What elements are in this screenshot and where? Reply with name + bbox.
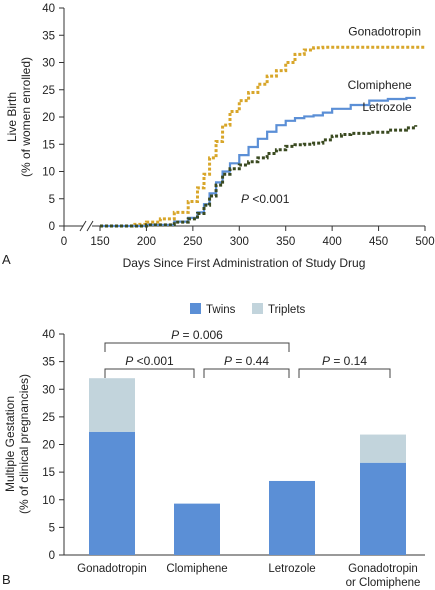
a-y-axis-title-1: Live Birth <box>5 92 19 142</box>
a-y-tick-label: 25 <box>42 85 55 97</box>
b-y-tick-label: 0 <box>49 550 55 562</box>
comparison-bracket <box>298 368 391 378</box>
a-y-tick-label: 20 <box>42 112 55 124</box>
bar-twins-1 <box>174 503 220 555</box>
panel-a-line-chart: 0 5 10 15 20 25 30 35 40 0 150 200 250 300 350 400 450 5… <box>2 3 435 270</box>
a-y-tick-label: 15 <box>42 139 55 151</box>
a-x-tick-label: 200 <box>137 236 156 248</box>
bar-triplets-0 <box>89 378 135 432</box>
panel-b-letter: B <box>2 572 11 587</box>
a-x-tick-label: 150 <box>90 236 109 248</box>
legend-swatch-twins <box>190 303 201 314</box>
b-y-tick-label: 30 <box>42 384 55 396</box>
a-x-axis-title: Days Since First Administration of Study… <box>123 256 366 270</box>
bar-twins-0 <box>89 431 135 555</box>
b-y-tick-label: 35 <box>42 357 55 369</box>
b-y-tick-label: 40 <box>42 329 55 341</box>
series-label-gonadotropin: Gonadotropin <box>348 24 421 38</box>
b-y-axis-title-2: (% of clinical pregnancies) <box>17 374 31 514</box>
legend-swatch-triplets <box>252 303 263 314</box>
panel-a-letter: A <box>2 252 11 267</box>
b-category-label: Letrozole <box>268 563 315 575</box>
a-y-tick-label: 0 <box>49 221 55 233</box>
a-y-tick-label: 40 <box>42 3 55 15</box>
b-y-tick-label: 5 <box>49 522 55 534</box>
a-x-tick-label: 350 <box>276 236 295 248</box>
series-line-letrozole <box>100 125 418 228</box>
b-legend: Twins Triplets <box>190 303 306 316</box>
comparison-p-value: P = 0.14 <box>322 354 367 368</box>
b-y-axis-title-1: Multiple Gestation <box>3 396 17 492</box>
comparison-p-value: P <0.001 <box>125 354 174 368</box>
bar-twins-3 <box>360 462 406 555</box>
a-y-tick-label: 5 <box>49 194 55 206</box>
bar-twins-2 <box>269 480 315 555</box>
legend-label-twins: Twins <box>206 304 236 316</box>
a-y-tick-label: 30 <box>42 58 55 70</box>
axis-break-icon <box>79 220 94 232</box>
b-y-tick-label: 10 <box>42 495 55 507</box>
b-y-tick-label: 15 <box>42 467 55 479</box>
b-category-label: Clomiphene <box>166 563 227 575</box>
b-y-tick-label: 20 <box>42 440 55 452</box>
a-x-tick-label: 400 <box>323 236 342 248</box>
comparison-bracket <box>203 368 290 378</box>
a-x-tick-label: 0 <box>61 236 67 248</box>
panel-b-bar-chart: Twins Triplets P <0.001 P = 0.44 P = 0.14 P … <box>2 303 425 589</box>
a-y-tick-label: 35 <box>42 30 55 42</box>
a-y-axis-title-2: (% of women enrolled) <box>19 57 33 177</box>
bar-triplets-3 <box>360 434 406 463</box>
series-label-letrozole: Letrozole <box>362 100 412 114</box>
b-category-label: Gonadotropin <box>77 563 147 575</box>
b-category-label: Gonadotropin <box>348 563 418 575</box>
a-p-value: P <0.001 <box>241 192 290 206</box>
series-line-gonadotropin <box>100 45 425 228</box>
a-x-tick-label: 300 <box>230 236 249 248</box>
series-label-clomiphene: Clomiphene <box>348 78 412 92</box>
comparison-p-value: P = 0.44 <box>224 354 269 368</box>
a-x-tick-label: 250 <box>183 236 202 248</box>
legend-label-triplets: Triplets <box>268 304 306 316</box>
a-x-tick-label: 500 <box>415 236 434 248</box>
comparison-p-value: P = 0.006 <box>171 328 223 342</box>
comparison-bracket <box>104 342 290 352</box>
a-x-tick-label: 450 <box>369 236 388 248</box>
b-category-label-line2: or Clomiphene <box>346 577 421 589</box>
comparison-bracket <box>104 368 195 378</box>
a-y-tick-label: 10 <box>42 167 55 179</box>
b-y-tick-label: 25 <box>42 412 55 424</box>
